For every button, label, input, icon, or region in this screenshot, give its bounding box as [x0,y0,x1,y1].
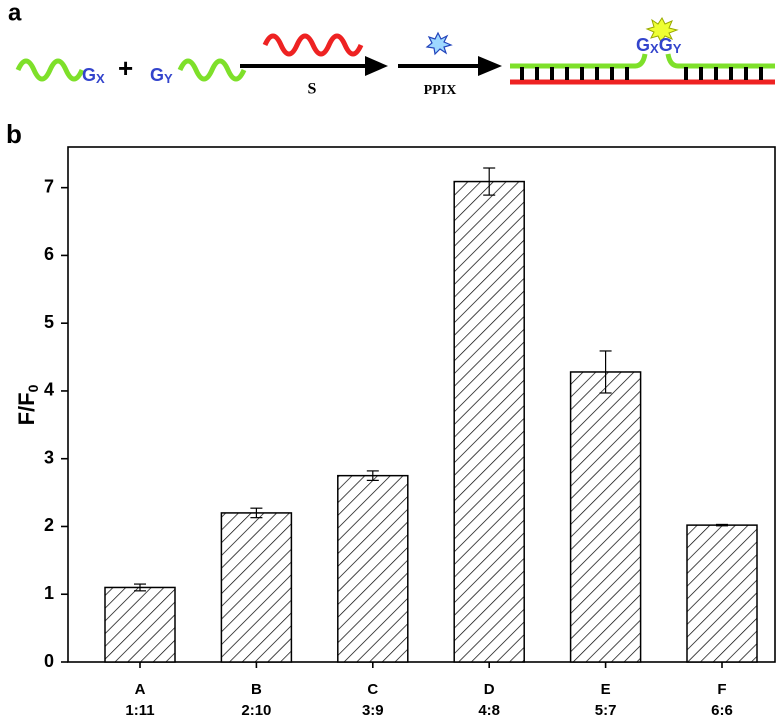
y-tick-label: 1 [44,583,54,603]
y-axis-label: F/F0 [14,384,41,425]
x-tick-sublabel: 5:7 [595,702,617,719]
x-tick-label: E [601,681,611,698]
g-label: GY [150,65,173,87]
target-strand [262,33,364,57]
panel-label: a [8,0,22,26]
x-tick-label: B [251,681,262,698]
arrow-head [478,56,502,76]
x-tick-sublabel: 1:11 [125,702,154,719]
bar [104,586,176,663]
probe-duplex [510,53,775,69]
ppix-bound [645,17,679,43]
arrow-label: S [308,81,317,98]
x-tick-label: A [135,681,146,698]
panel-label: b [6,119,22,149]
y-tick-label: 4 [44,380,54,400]
strand [177,58,247,82]
x-tick-sublabel: 2:10 [241,702,271,719]
x-tick-sublabel: 4:8 [478,702,500,719]
y-tick-label: 5 [44,312,54,332]
arrow-label: PPIX [424,83,457,98]
arrow-head [365,56,388,76]
scheme: a GX + GY S PPIX GXGY [8,0,775,98]
bar [337,474,409,663]
y-tick-label: 2 [44,515,54,535]
g-quadruplex-label: GXGY [636,35,682,57]
x-tick-label: F [717,681,726,698]
y-tick-label: 3 [44,447,54,467]
ppix-icon [425,31,453,56]
bar [220,512,293,663]
y-tick-label: 6 [44,244,54,264]
bar [569,371,642,663]
strand [15,58,85,82]
x-tick-label: D [484,681,495,698]
base-pairs [520,67,763,80]
x-tick-sublabel: 3:9 [362,702,384,719]
bar [453,180,525,663]
x-tick-sublabel: 6:6 [711,702,733,719]
y-tick-label: 7 [44,176,54,196]
g-label: GX [82,65,105,87]
bar [686,524,758,663]
plus: + [118,53,133,83]
x-tick-label: C [367,681,378,698]
y-tick-label: 0 [44,651,54,671]
plot-frame [67,146,776,663]
